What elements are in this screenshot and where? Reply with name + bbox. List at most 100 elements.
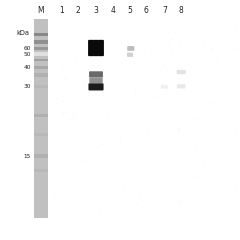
- Circle shape: [180, 77, 182, 79]
- Circle shape: [163, 65, 165, 66]
- Circle shape: [63, 209, 65, 211]
- Circle shape: [165, 22, 167, 24]
- Circle shape: [69, 200, 71, 202]
- Circle shape: [199, 175, 201, 177]
- FancyBboxPatch shape: [34, 169, 48, 172]
- Circle shape: [76, 113, 78, 115]
- FancyBboxPatch shape: [34, 19, 48, 218]
- Circle shape: [76, 117, 78, 119]
- Circle shape: [230, 120, 232, 122]
- Text: 7: 7: [162, 6, 167, 15]
- Circle shape: [194, 49, 196, 51]
- Circle shape: [94, 193, 96, 195]
- Circle shape: [170, 202, 172, 204]
- Circle shape: [219, 146, 221, 148]
- Circle shape: [73, 195, 75, 197]
- Circle shape: [105, 64, 107, 66]
- Circle shape: [190, 66, 192, 68]
- Circle shape: [116, 168, 118, 170]
- Circle shape: [58, 207, 60, 209]
- Circle shape: [157, 96, 159, 97]
- Circle shape: [122, 127, 124, 129]
- Circle shape: [232, 21, 234, 23]
- Circle shape: [223, 105, 225, 107]
- Circle shape: [202, 106, 204, 108]
- Text: 5: 5: [127, 6, 132, 15]
- Circle shape: [221, 208, 223, 210]
- Circle shape: [211, 56, 213, 58]
- Circle shape: [139, 98, 141, 100]
- Circle shape: [162, 76, 164, 78]
- Circle shape: [174, 59, 176, 60]
- Circle shape: [172, 168, 174, 170]
- Circle shape: [185, 47, 186, 48]
- Circle shape: [231, 112, 233, 114]
- Circle shape: [62, 153, 64, 155]
- Circle shape: [111, 203, 113, 204]
- Circle shape: [167, 42, 169, 44]
- Circle shape: [182, 199, 184, 201]
- FancyBboxPatch shape: [34, 85, 48, 88]
- Circle shape: [80, 55, 82, 57]
- Circle shape: [168, 127, 170, 129]
- Circle shape: [160, 115, 162, 117]
- Circle shape: [117, 42, 119, 44]
- Circle shape: [96, 147, 98, 149]
- Circle shape: [109, 92, 111, 94]
- Circle shape: [153, 73, 155, 75]
- Circle shape: [61, 161, 63, 162]
- Text: 6: 6: [144, 6, 149, 15]
- Circle shape: [63, 89, 65, 90]
- Circle shape: [65, 112, 66, 114]
- Circle shape: [160, 101, 162, 103]
- Circle shape: [119, 130, 121, 132]
- Circle shape: [113, 146, 115, 148]
- Circle shape: [95, 138, 97, 140]
- Circle shape: [82, 79, 84, 81]
- Circle shape: [66, 118, 68, 120]
- Circle shape: [158, 91, 160, 93]
- Circle shape: [179, 203, 181, 205]
- Circle shape: [65, 136, 66, 138]
- FancyBboxPatch shape: [177, 70, 186, 74]
- Circle shape: [64, 39, 66, 41]
- Text: 60: 60: [24, 46, 31, 50]
- Circle shape: [202, 164, 204, 166]
- Circle shape: [171, 48, 173, 50]
- Circle shape: [177, 127, 179, 129]
- Circle shape: [137, 203, 138, 205]
- Circle shape: [234, 186, 236, 187]
- Text: 3: 3: [94, 6, 98, 15]
- FancyBboxPatch shape: [88, 83, 104, 90]
- Circle shape: [148, 128, 150, 130]
- Circle shape: [56, 165, 58, 167]
- Circle shape: [148, 20, 150, 22]
- Circle shape: [140, 164, 142, 166]
- Circle shape: [196, 76, 198, 78]
- FancyBboxPatch shape: [34, 154, 48, 158]
- Circle shape: [83, 26, 85, 28]
- Circle shape: [211, 48, 213, 50]
- Circle shape: [124, 185, 126, 187]
- Circle shape: [71, 30, 73, 32]
- Circle shape: [121, 137, 123, 138]
- Circle shape: [58, 160, 60, 162]
- Circle shape: [199, 85, 201, 87]
- Circle shape: [226, 151, 228, 153]
- Circle shape: [211, 49, 213, 51]
- Circle shape: [72, 118, 74, 120]
- Circle shape: [101, 199, 103, 201]
- Circle shape: [151, 90, 153, 91]
- Text: 2: 2: [76, 6, 80, 15]
- Circle shape: [99, 144, 101, 146]
- FancyBboxPatch shape: [34, 66, 48, 69]
- Circle shape: [168, 32, 170, 34]
- FancyBboxPatch shape: [34, 114, 48, 117]
- Circle shape: [231, 180, 233, 181]
- Circle shape: [201, 65, 203, 67]
- Circle shape: [62, 67, 64, 69]
- Circle shape: [133, 114, 135, 116]
- Circle shape: [123, 120, 125, 122]
- Circle shape: [193, 178, 195, 180]
- Circle shape: [229, 119, 231, 121]
